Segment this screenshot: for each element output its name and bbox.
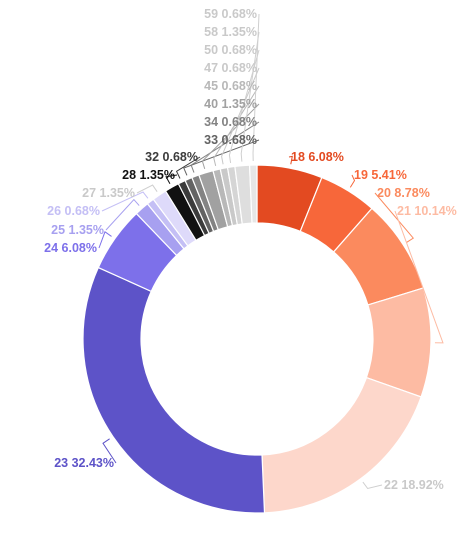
leader-line-50 [228, 49, 260, 164]
leader-line-32 [175, 156, 201, 179]
slice-label-58: 58 1.35% [204, 25, 257, 39]
slice-label-20: 20 8.78% [377, 186, 430, 200]
leader-line-20 [374, 192, 415, 243]
slice-label-22: 22 18.92% [384, 478, 444, 492]
leader-line-26 [101, 191, 149, 212]
slice-label-27: 27 1.35% [82, 186, 135, 200]
slice-label-32: 32 0.68% [145, 150, 198, 164]
leader-line-34 [190, 121, 260, 173]
slice-label-47: 47 0.68% [204, 61, 257, 75]
slice-label-45: 45 0.68% [204, 79, 257, 93]
slice-label-50: 50 0.68% [204, 43, 257, 57]
leader-line-28 [165, 174, 178, 184]
leader-line-23 [102, 438, 117, 464]
slice-23 [82, 266, 266, 514]
leader-line-22 [362, 481, 383, 490]
slice-label-21: 21 10.14% [397, 204, 457, 218]
slices-group [82, 164, 432, 514]
leader-line-58 [240, 31, 260, 162]
slice-label-19: 19 5.41% [354, 168, 407, 182]
leader-line-40 [201, 103, 260, 169]
leader-line-19 [349, 174, 356, 188]
slice-label-34: 34 0.68% [204, 115, 257, 129]
slice-label-24: 24 6.08% [44, 241, 97, 255]
leader-line-24 [98, 231, 112, 249]
leader-line-33 [183, 139, 260, 176]
leader-line-45 [213, 85, 260, 166]
slice-label-18: 18 6.08% [291, 150, 344, 164]
slice-59 [248, 164, 258, 224]
slice-label-26: 26 0.68% [47, 204, 100, 218]
slice-label-28: 28 1.35% [122, 168, 175, 182]
slice-label-59: 59 0.68% [204, 7, 257, 21]
slice-label-33: 33 0.68% [204, 133, 257, 147]
slice-label-23: 23 32.43% [54, 456, 114, 470]
leader-line-18 [288, 155, 293, 165]
leader-line-25 [105, 198, 140, 231]
leader-lines-group [98, 13, 444, 490]
leader-line-47 [221, 67, 260, 165]
slice-22 [261, 376, 422, 514]
labels-group: 18 6.08% 19 5.41% 20 8.78% 21 10.14% 22 18.9… [44, 7, 457, 492]
leader-line-59 [252, 13, 260, 162]
leader-line-27 [136, 184, 158, 194]
slice-label-40: 40 1.35% [204, 97, 257, 111]
slice-label-25: 25 1.35% [51, 223, 104, 237]
leader-line-21 [394, 210, 444, 344]
